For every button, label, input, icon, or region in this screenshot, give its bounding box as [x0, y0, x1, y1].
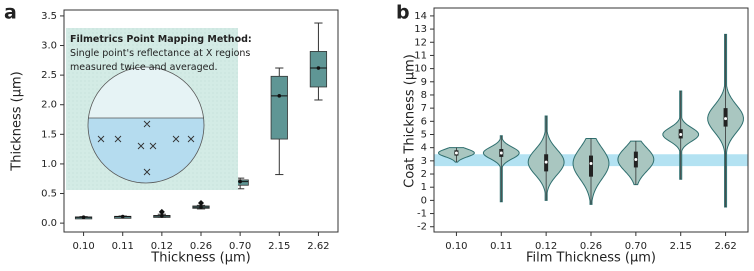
y-tick-label: -2	[417, 222, 427, 233]
outlier	[158, 208, 165, 215]
x-tick-label: 0.70	[625, 241, 647, 252]
panel-letter: b	[396, 2, 410, 24]
inset: Filmetrics Point Mapping Method: Single …	[66, 28, 252, 190]
box	[270, 75, 288, 140]
x-tick-label: 2.62	[307, 241, 329, 252]
plot-frame	[63, 9, 339, 233]
x-axis-label: Thickness (µm)	[150, 251, 250, 266]
wafer-outline	[87, 66, 205, 184]
x-tick-label: 0.12	[535, 241, 557, 252]
y-tick-label: 1.5	[41, 129, 57, 140]
median	[723, 116, 728, 121]
y-tick-label: 10	[414, 64, 427, 75]
mean	[120, 214, 125, 219]
median	[633, 157, 638, 162]
y-tick-label: 3.0	[41, 41, 57, 52]
y-tick-label: 6	[421, 116, 427, 127]
x-tick-label: 0.11	[112, 241, 134, 252]
y-tick-label: 0.5	[41, 189, 57, 200]
y-tick-label: 2.0	[41, 100, 57, 111]
y-tick-label: 8	[421, 90, 427, 101]
median	[454, 150, 459, 156]
y-tick-label: 5	[421, 129, 427, 140]
mean	[160, 214, 164, 218]
x-tick-label: 2.62	[714, 241, 736, 252]
y-tick-label: 11	[414, 50, 427, 61]
x-tick-label: 2.15	[268, 241, 290, 252]
mean	[277, 94, 282, 98]
y-tick-label: 13	[414, 24, 427, 35]
x-tick-label: 0.11	[490, 241, 512, 252]
y-tick-label: 9	[421, 77, 427, 88]
y-tick-label: -1	[417, 209, 427, 220]
y-tick-label: 2	[421, 169, 427, 180]
y-tick-label: 3.5	[41, 11, 57, 22]
y-tick-label: 3	[421, 156, 427, 167]
box	[589, 155, 593, 177]
outlier	[198, 199, 204, 206]
y-tick-label: 4	[421, 143, 427, 154]
inset-text: Single point's reflectance at X regions	[70, 48, 250, 59]
regions	[97, 120, 195, 176]
y-tick-label: 7	[421, 103, 427, 114]
y-axis-label: Coat Thickness (µm)	[403, 54, 418, 188]
median	[588, 161, 594, 166]
x-axis-label: Film Thickness (µm)	[526, 251, 656, 266]
y-tick-label: 14	[414, 11, 427, 22]
x-tick-label: 0.10	[445, 241, 467, 252]
median	[544, 160, 549, 165]
median	[678, 132, 683, 137]
mean	[81, 215, 86, 219]
x-tick-label: 0.26	[580, 241, 602, 252]
x-tick-label: 0.12	[151, 241, 173, 252]
y-tick-label: 12	[414, 37, 427, 48]
panel-letter: a	[4, 2, 17, 24]
y-tick-label: 1	[421, 182, 427, 193]
inset-text: measured twice and averaged.	[70, 62, 218, 73]
y-tick-label: 2.5	[41, 70, 57, 81]
x-tick-label: 0.70	[229, 241, 251, 252]
y-tick-label: 1.0	[41, 159, 57, 170]
mean	[199, 205, 203, 209]
plot-frame	[433, 7, 749, 233]
mean	[238, 179, 242, 184]
x-tick-label: 0.10	[72, 241, 94, 252]
mean	[316, 66, 321, 70]
median	[499, 150, 504, 156]
y-tick-label: 0	[421, 195, 427, 206]
inset-title: Filmetrics Point Mapping Method:	[70, 34, 252, 45]
x-tick-label: 2.15	[670, 241, 692, 252]
y-tick-label: 0.0	[41, 218, 57, 229]
y-axis-label: Thickness (µm)	[10, 71, 25, 171]
x-tick-label: 0.26	[190, 241, 212, 252]
